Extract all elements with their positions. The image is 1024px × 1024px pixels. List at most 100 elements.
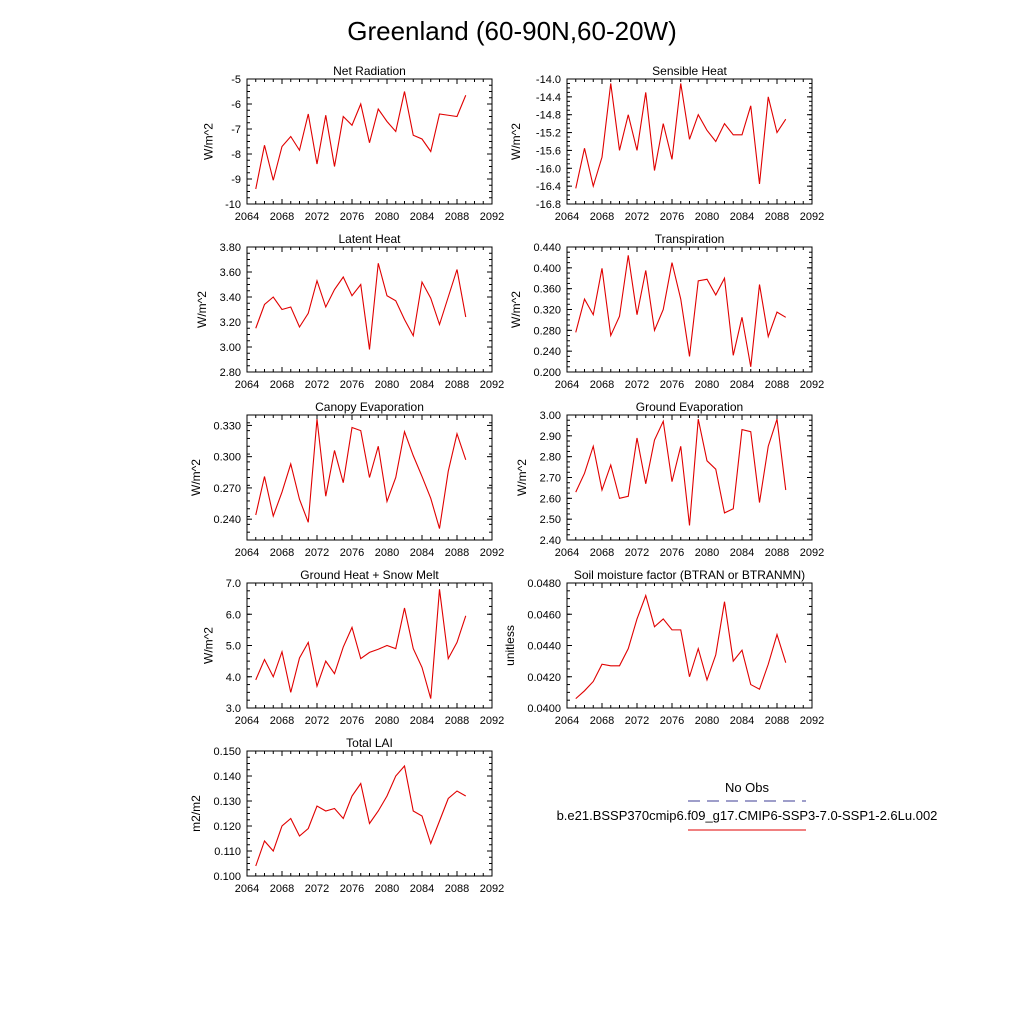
panel-title: Net Radiation xyxy=(333,64,406,78)
panel-title: Ground Heat + Snow Melt xyxy=(300,568,439,582)
y-axis-label: unitless xyxy=(503,625,517,666)
y-axis-label: W/m^2 xyxy=(509,123,523,160)
x-tick-label: 2080 xyxy=(695,547,719,559)
x-tick-label: 2068 xyxy=(270,379,294,391)
panel-title: Transpiration xyxy=(655,232,725,246)
x-tick-label: 2064 xyxy=(235,883,259,895)
x-tick-label: 2080 xyxy=(375,379,399,391)
panel-3: Latent Heat 2064 2068 2072 2076 2080 2084 2088 2… xyxy=(195,232,504,391)
x-tick-label: 2080 xyxy=(375,715,399,727)
y-tick-label: 3.80 xyxy=(220,242,241,254)
series-line xyxy=(255,764,467,867)
y-tick-label: 0.330 xyxy=(213,420,241,432)
x-tick-label: 2080 xyxy=(375,211,399,223)
y-tick-label: 0.280 xyxy=(533,325,561,337)
y-tick-label: 0.400 xyxy=(533,263,561,275)
y-tick-label: -14.4 xyxy=(536,92,561,104)
x-tick-label: 2072 xyxy=(625,547,649,559)
y-tick-label: 0.320 xyxy=(533,305,561,317)
y-tick-label: 3.00 xyxy=(540,410,561,422)
panel-title: Soil moisture factor (BTRAN or BTRANMN) xyxy=(574,568,805,582)
x-tick-label: 2076 xyxy=(660,379,684,391)
y-tick-label: 7.0 xyxy=(226,578,241,590)
panel-9: Total LAI 2064 2068 2072 2076 2080 2084 2088 209… xyxy=(189,736,504,895)
x-tick-label: 2072 xyxy=(625,715,649,727)
y-tick-label: -16.4 xyxy=(536,181,561,193)
x-tick-label: 2072 xyxy=(305,547,329,559)
x-tick-label: 2064 xyxy=(235,547,259,559)
y-tick-label: -15.2 xyxy=(536,128,561,140)
panel-8: Soil moisture factor (BTRAN or BTRANMN) 2… xyxy=(503,568,824,727)
y-tick-label: -14.0 xyxy=(536,74,561,86)
y-tick-label: 3.60 xyxy=(220,267,241,279)
y-tick-label: 0.0420 xyxy=(527,672,561,684)
x-tick-label: 2064 xyxy=(555,379,579,391)
y-tick-label: -14.8 xyxy=(536,110,561,122)
y-tick-label: 0.440 xyxy=(533,242,561,254)
x-tick-label: 2092 xyxy=(480,211,504,223)
series-line xyxy=(575,255,787,367)
y-tick-label: 0.240 xyxy=(213,514,241,526)
y-tick-label: 2.90 xyxy=(540,431,561,443)
y-tick-label: 4.0 xyxy=(226,672,241,684)
series-line xyxy=(575,83,787,189)
x-tick-label: 2084 xyxy=(410,547,434,559)
x-tick-label: 2064 xyxy=(235,211,259,223)
y-tick-label: 3.40 xyxy=(220,292,241,304)
panel-2: Sensible Heat 2064 2068 2072 2076 2080 2084 208… xyxy=(509,64,824,223)
x-tick-label: 2084 xyxy=(410,715,434,727)
page-title: Greenland (60-90N,60-20W) xyxy=(347,16,677,46)
y-tick-label: 2.60 xyxy=(540,493,561,505)
x-tick-label: 2068 xyxy=(590,547,614,559)
legend-obs-label: No Obs xyxy=(725,780,770,795)
x-tick-label: 2092 xyxy=(480,715,504,727)
y-tick-label: -15.6 xyxy=(536,145,561,157)
y-tick-label: 0.0480 xyxy=(527,578,561,590)
x-tick-label: 2072 xyxy=(625,379,649,391)
y-axis-label: W/m^2 xyxy=(201,123,215,160)
y-tick-label: -9 xyxy=(231,174,241,186)
series-line xyxy=(255,91,467,190)
y-tick-label: 2.70 xyxy=(540,473,561,485)
series-line xyxy=(575,593,787,700)
y-tick-label: -5 xyxy=(231,74,241,86)
y-axis-label: W/m^2 xyxy=(195,291,209,328)
y-tick-label: 0.270 xyxy=(213,483,241,495)
panel-title: Latent Heat xyxy=(338,232,401,246)
x-tick-label: 2092 xyxy=(480,883,504,895)
y-axis-label: W/m^2 xyxy=(515,459,529,496)
y-tick-label: 3.00 xyxy=(220,342,241,354)
x-tick-label: 2076 xyxy=(660,715,684,727)
y-tick-label: 0.140 xyxy=(213,771,241,783)
y-tick-label: 2.50 xyxy=(540,514,561,526)
x-tick-label: 2080 xyxy=(695,211,719,223)
x-tick-label: 2064 xyxy=(235,379,259,391)
x-tick-label: 2088 xyxy=(445,715,469,727)
y-tick-label: -10 xyxy=(225,199,241,211)
panel-frame xyxy=(566,582,813,709)
y-tick-label: 2.80 xyxy=(540,452,561,464)
x-tick-label: 2088 xyxy=(445,547,469,559)
x-tick-label: 2064 xyxy=(555,715,579,727)
x-tick-label: 2088 xyxy=(765,547,789,559)
x-tick-label: 2084 xyxy=(410,211,434,223)
y-tick-label: 0.0440 xyxy=(527,641,561,653)
panel-title: Ground Evaporation xyxy=(636,400,743,414)
x-tick-label: 2064 xyxy=(555,211,579,223)
y-tick-label: -16.8 xyxy=(536,199,561,211)
y-axis-label: W/m^2 xyxy=(201,627,215,664)
x-tick-label: 2080 xyxy=(375,547,399,559)
x-tick-label: 2072 xyxy=(305,883,329,895)
x-tick-label: 2072 xyxy=(305,715,329,727)
x-tick-label: 2068 xyxy=(270,211,294,223)
series-line xyxy=(575,419,787,526)
y-tick-label: 3.20 xyxy=(220,317,241,329)
x-tick-label: 2068 xyxy=(270,883,294,895)
x-tick-label: 2092 xyxy=(800,715,824,727)
x-tick-label: 2068 xyxy=(270,547,294,559)
series-line xyxy=(255,589,467,699)
panel-1: Net Radiation 2064 2068 2072 2076 2080 2084 208… xyxy=(201,64,504,223)
y-tick-label: 0.200 xyxy=(533,367,561,379)
y-axis-label: m2/m2 xyxy=(189,795,203,832)
